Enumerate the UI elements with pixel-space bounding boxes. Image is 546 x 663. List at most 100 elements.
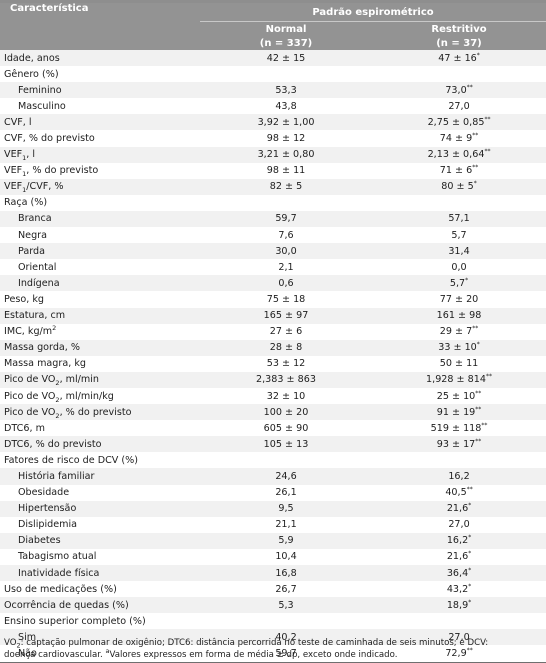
row-label: Sim xyxy=(18,631,37,643)
table-row: IMC, kg/m2 27 ± 6 29 ± 7** xyxy=(0,324,546,340)
header-restrictive-n: (n = 37) xyxy=(372,36,546,50)
normal-value: 605 ± 90 xyxy=(263,422,309,434)
significance-mark: * xyxy=(473,180,477,188)
table-row: Idade, anos 42 ± 15 47 ± 16* xyxy=(0,50,546,67)
normal-value: 27 ± 6 xyxy=(269,326,303,338)
significance-mark: ** xyxy=(484,115,491,123)
restrictive-value: 80 ± 5* xyxy=(441,180,477,193)
restrictive-value: 161 ± 98 xyxy=(436,310,482,322)
row-label: Idade, anos xyxy=(4,52,60,64)
row-label: Obesidade xyxy=(18,487,70,499)
footnote-line-2: doença cardiovascular. aValores expresso… xyxy=(4,647,398,660)
table-row: Obesidade 26,1 40,5** xyxy=(0,485,546,501)
row-label: Massa magra, kg xyxy=(4,358,86,370)
header-empty-cell xyxy=(0,21,200,36)
restrictive-value: 33 ± 10* xyxy=(438,341,480,354)
normal-value: 10,4 xyxy=(275,551,297,563)
row-label: Dislipidemia xyxy=(18,519,78,531)
table-row: Ensino superior completo (%) xyxy=(0,613,546,629)
significance-mark: * xyxy=(468,566,472,574)
normal-value: 0,6 xyxy=(278,277,294,289)
table-row: DTC6, m 605 ± 90 519 ± 118** xyxy=(0,420,546,436)
top-rule xyxy=(0,0,546,3)
significance-mark: ** xyxy=(475,437,482,445)
significance-mark: ** xyxy=(484,147,491,155)
restrictive-value: 519 ± 118** xyxy=(430,421,488,434)
table-row: Massa magra, kg 53 ± 12 50 ± 11 xyxy=(0,356,546,372)
normal-value: 2,383 ± 863 xyxy=(256,374,316,386)
table-row: Peso, kg 75 ± 18 77 ± 20 xyxy=(0,291,546,307)
header-characteristic: Característica xyxy=(0,3,200,22)
normal-value xyxy=(200,613,372,629)
significance-mark: ** xyxy=(472,324,479,332)
table-row: Pico de VO2, ml/min/kg 32 ± 10 25 ± 10** xyxy=(0,388,546,404)
restrictive-value: 2,13 ± 0,64** xyxy=(427,147,491,161)
significance-mark: ** xyxy=(481,421,488,429)
table-row: Fatores de risco de DCV (%) xyxy=(0,452,546,468)
table-footnote: VO2: captação pulmonar de oxigênio; DTC6… xyxy=(4,637,544,661)
row-label: Masculino xyxy=(18,100,66,112)
restrictive-value: 77 ± 20 xyxy=(439,293,479,305)
normal-value: 26,7 xyxy=(275,583,297,595)
header-restrictive: Restritivo xyxy=(372,21,546,36)
significance-mark: * xyxy=(468,550,472,558)
normal-value: 165 ± 97 xyxy=(263,310,309,322)
restrictive-value: 5,7 xyxy=(451,229,467,241)
normal-value: 53,3 xyxy=(275,84,297,96)
normal-value: 98 ± 12 xyxy=(266,133,306,145)
restrictive-value: 57,1 xyxy=(448,213,470,225)
header-normal: Normal xyxy=(200,21,372,36)
significance-mark: * xyxy=(468,582,472,590)
restrictive-value xyxy=(372,66,546,82)
row-label: Diabetes xyxy=(18,535,61,547)
table-row: Parda 30,0 31,4 xyxy=(0,243,546,260)
significance-mark: * xyxy=(468,501,472,509)
table-row: Pico de VO2, % do previsto 100 ± 20 91 ± 1… xyxy=(0,404,546,421)
restrictive-value: 29 ± 7** xyxy=(439,324,479,338)
normal-value: 59,7 xyxy=(275,213,297,225)
table-row: Dislipidemia 21,1 27,0 xyxy=(0,517,546,533)
header-empty-cell xyxy=(0,36,200,50)
significance-mark: ** xyxy=(466,646,473,654)
row-label: Fatores de risco de DCV (%) xyxy=(4,454,139,466)
significance-mark: ** xyxy=(485,373,492,381)
row-label: Não xyxy=(0,645,200,663)
table-header: Característica Padrão espirométrico Norm… xyxy=(0,3,546,50)
significance-mark: ** xyxy=(472,131,479,139)
row-label: VEF1, l xyxy=(4,149,36,163)
normal-value: 42 ± 15 xyxy=(266,52,306,64)
row-label: VEF1/CVF, % xyxy=(4,181,64,195)
table-row: DTC6, % do previsto 105 ± 13 93 ± 17** xyxy=(0,436,546,453)
row-label: Uso de medicações (%) xyxy=(4,583,117,595)
normal-value xyxy=(200,66,372,82)
table-row: Tabagismo atual 10,4 21,6* xyxy=(0,549,546,565)
table-row: VEF1, l 3,21 ± 0,80 2,13 ± 0,64** xyxy=(0,146,546,163)
row-label: DTC6, m xyxy=(4,422,45,434)
restrictive-value xyxy=(372,613,546,629)
restrictive-value: 40,5** xyxy=(445,485,473,499)
normal-value: 75 ± 18 xyxy=(266,293,306,305)
table-row: Masculino 43,8 27,0 xyxy=(0,98,546,114)
restrictive-value: 71 ± 6** xyxy=(439,164,479,177)
restrictive-value: 16,2 xyxy=(448,470,470,482)
normal-value: 32 ± 10 xyxy=(266,390,306,402)
table-row: Massa gorda, % 28 ± 8 33 ± 10* xyxy=(0,339,546,356)
normal-value: 7,6 xyxy=(278,229,294,241)
row-label: Massa gorda, % xyxy=(4,342,81,354)
table-row: Oriental 2,1 0,0 xyxy=(0,259,546,275)
table-row: Negra 7,6 5,7 xyxy=(0,227,546,243)
normal-value: 21,1 xyxy=(275,519,297,531)
restrictive-value: 1,928 ± 814** xyxy=(426,373,492,386)
row-label: VEF1, % do previsto xyxy=(4,165,99,179)
restrictive-value xyxy=(372,452,546,468)
row-label: CVF, % do previsto xyxy=(4,133,95,145)
significance-mark: * xyxy=(465,276,469,284)
row-label: Raça (%) xyxy=(4,197,48,209)
row-label: Branca xyxy=(18,213,52,225)
row-label: Tabagismo atual xyxy=(18,551,97,563)
significance-mark: ** xyxy=(472,164,479,172)
row-label: História familiar xyxy=(18,470,95,482)
row-label: Pico de VO2, ml/min/kg xyxy=(4,390,114,404)
significance-mark: * xyxy=(468,534,472,542)
table-row: Uso de medicações (%) 26,7 43,2* xyxy=(0,581,546,597)
